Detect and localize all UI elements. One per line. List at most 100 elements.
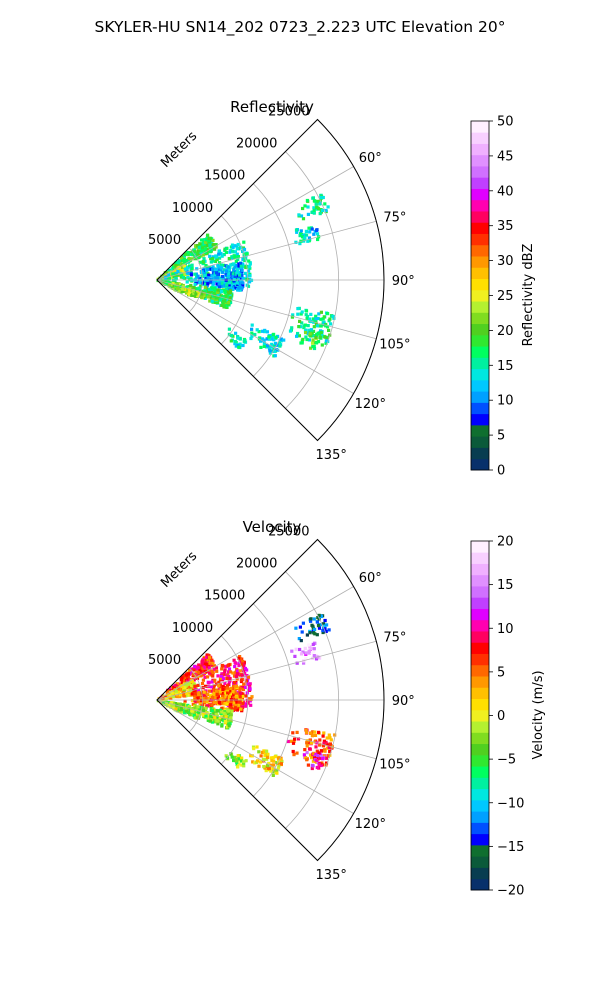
data-cell — [212, 664, 216, 668]
data-cell — [222, 268, 226, 272]
data-cell — [229, 280, 233, 284]
data-cell — [296, 737, 301, 741]
data-cell — [263, 330, 267, 334]
data-cell — [303, 748, 307, 752]
data-cell — [236, 268, 240, 272]
colorbar-segment — [471, 233, 489, 246]
data-cell — [200, 249, 204, 253]
data-cell — [190, 263, 194, 267]
data-cell — [229, 713, 233, 717]
data-cell — [317, 762, 321, 766]
data-cell — [324, 756, 328, 760]
data-cell — [176, 263, 180, 267]
data-cell — [316, 760, 320, 765]
data-cell — [250, 327, 254, 331]
data-cell — [230, 707, 234, 711]
data-cell — [187, 288, 191, 292]
data-cell — [234, 757, 238, 762]
data-cell — [322, 320, 326, 324]
data-cell — [221, 685, 225, 689]
data-cell — [275, 771, 279, 775]
data-cell — [204, 240, 208, 244]
data-cell — [322, 315, 326, 319]
data-cell — [222, 711, 226, 715]
data-cell — [181, 287, 185, 291]
data-cell — [313, 199, 317, 203]
data-cell — [214, 666, 218, 670]
data-cell — [308, 645, 312, 649]
data-cell — [243, 671, 247, 676]
data-cell — [267, 335, 271, 339]
data-cell — [309, 617, 313, 621]
data-cell — [307, 643, 311, 647]
data-cell — [327, 328, 331, 332]
data-cell — [185, 267, 189, 271]
data-cell — [214, 296, 218, 300]
data-cell — [274, 335, 278, 340]
data-cell — [168, 704, 172, 708]
data-cell — [234, 263, 238, 267]
data-cell — [295, 751, 299, 755]
data-cell — [306, 331, 310, 335]
data-cell — [272, 763, 276, 767]
colorbar-tick-label: 30 — [497, 254, 514, 269]
data-cell — [175, 283, 180, 287]
data-cell — [317, 613, 321, 617]
data-cell — [238, 659, 242, 663]
data-cell — [327, 628, 331, 632]
data-cell — [180, 676, 184, 680]
colorbar-segment — [471, 357, 489, 370]
data-cell — [321, 195, 325, 200]
data-cell — [198, 666, 202, 670]
data-cell — [205, 248, 209, 252]
data-cell — [167, 277, 172, 281]
data-cell — [194, 714, 198, 718]
colorbar-segment — [471, 166, 489, 178]
data-cell — [219, 708, 223, 712]
data-cell — [237, 700, 241, 704]
data-cell — [226, 700, 230, 705]
data-cell — [305, 317, 309, 321]
data-cell — [257, 750, 261, 754]
data-cell — [301, 621, 305, 625]
data-cell — [312, 617, 316, 621]
data-cell — [321, 734, 325, 738]
colorbar-tick-label: 40 — [497, 184, 514, 199]
data-cell — [193, 287, 197, 291]
data-cell — [215, 696, 219, 700]
data-cell — [259, 754, 263, 758]
data-cell — [304, 229, 308, 233]
data-cell — [260, 329, 265, 333]
data-cell — [239, 678, 243, 682]
data-cell — [165, 273, 169, 277]
data-cell — [237, 663, 241, 668]
data-cell — [323, 627, 327, 631]
data-cell — [244, 685, 248, 689]
data-cell — [203, 675, 207, 680]
data-cell — [318, 738, 322, 742]
data-cell — [276, 766, 281, 770]
data-cell — [279, 762, 283, 766]
data-cell — [311, 317, 316, 321]
data-cell — [224, 250, 228, 254]
data-cell — [275, 768, 279, 772]
data-cell — [320, 343, 324, 347]
data-cell — [188, 669, 192, 673]
azimuth-spoke-105 — [156, 279, 377, 340]
data-cell — [167, 268, 171, 273]
data-cell — [205, 267, 210, 271]
data-cell — [325, 623, 329, 627]
data-cell — [235, 695, 239, 699]
data-cell — [239, 662, 244, 666]
data-cell — [233, 755, 237, 759]
data-cell — [314, 314, 318, 318]
data-cell — [236, 754, 240, 758]
data-cell — [195, 715, 199, 719]
data-cell — [200, 659, 204, 663]
data-cell — [314, 335, 318, 340]
data-cell — [196, 713, 200, 717]
data-cell — [314, 341, 319, 345]
data-cell — [243, 666, 247, 671]
data-cell — [192, 678, 196, 682]
data-cell — [187, 292, 192, 297]
